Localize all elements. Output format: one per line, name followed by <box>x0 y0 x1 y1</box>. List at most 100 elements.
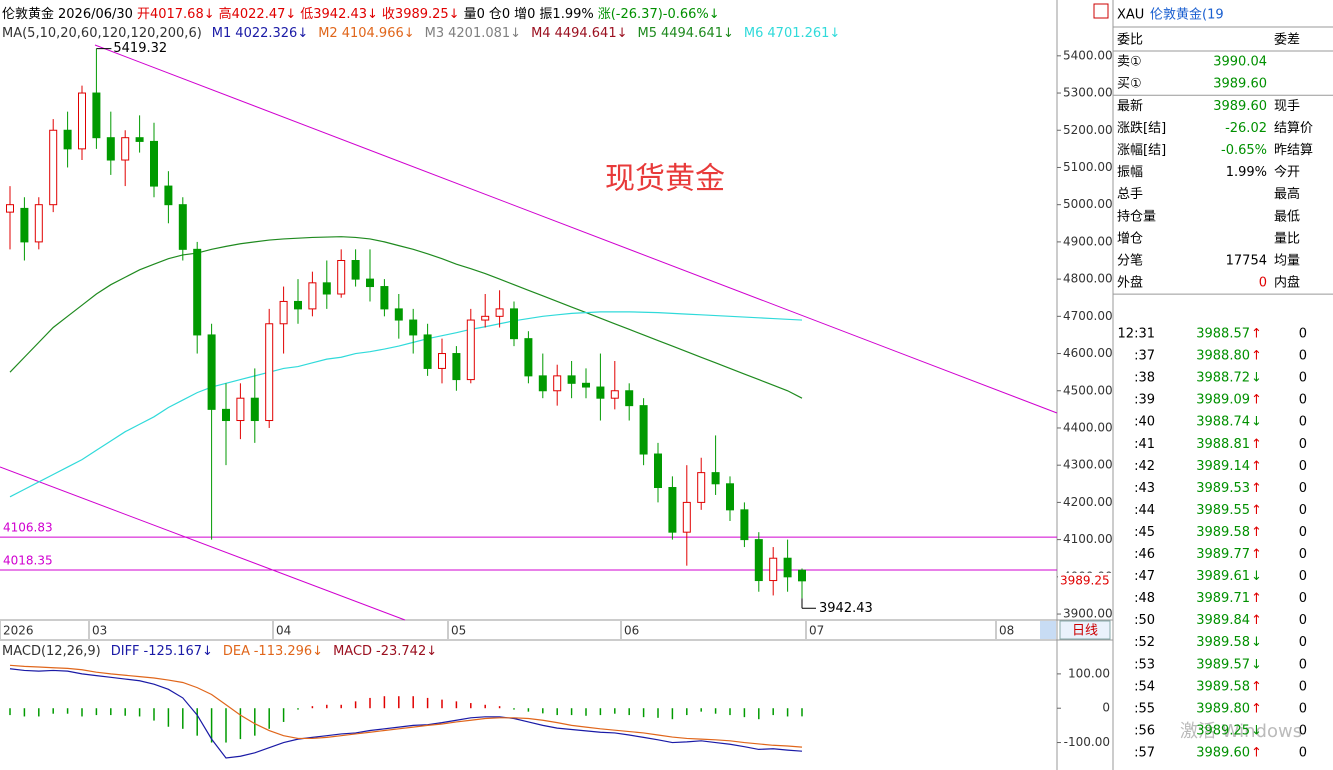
y-tick-label: 0 <box>1102 701 1110 715</box>
period-tab[interactable] <box>1059 620 1111 640</box>
row-right-label: 均量 <box>1274 254 1300 269</box>
candle-body <box>337 260 346 295</box>
candle-body <box>625 390 634 407</box>
tick-price: 3988.57 <box>1196 327 1250 342</box>
row-right-label: 现手 <box>1274 99 1300 114</box>
legend-value: -23.742↓ <box>376 644 437 659</box>
tick-volume: 0 <box>1299 525 1307 540</box>
tick-price: 3989.09 <box>1196 393 1250 408</box>
tick-arrow: ↑ <box>1251 437 1262 452</box>
window-button[interactable] <box>1093 3 1109 19</box>
info-item: 2026/06/30 <box>58 7 133 22</box>
x-tick-label: 07 <box>809 624 824 638</box>
legend-name: M1 <box>212 26 232 41</box>
tick-arrow: ↓ <box>1251 635 1262 650</box>
row-label: 卖① <box>1117 55 1142 70</box>
candle-body <box>538 375 547 392</box>
x-tick-label: 04 <box>276 624 291 638</box>
candle-body <box>106 137 115 161</box>
tick-price: 3989.61 <box>1196 569 1250 584</box>
tick-price: 3989.14 <box>1196 459 1250 474</box>
candle-body <box>711 472 720 485</box>
candle-body <box>121 137 130 161</box>
candle-body <box>351 260 360 280</box>
trend-line <box>94 44 1058 414</box>
info-item: 涨(-26.37)-0.66%↓ <box>598 7 720 22</box>
tick-time: :53 <box>1134 657 1155 672</box>
candle-body <box>49 129 58 206</box>
info-item: 量0 <box>464 7 485 22</box>
tick-price: 3989.58 <box>1196 635 1250 650</box>
candle-body <box>668 487 677 533</box>
tick-price: 3989.71 <box>1196 591 1250 606</box>
candle-body <box>466 319 475 381</box>
candle-body <box>236 397 245 422</box>
high-label: 5419.32 <box>113 41 167 56</box>
candle-body <box>783 557 792 578</box>
row-value: 3990.04 <box>1213 55 1267 70</box>
tick-price: 3989.53 <box>1196 481 1250 496</box>
candle-body <box>409 319 418 336</box>
row-label: 委比 <box>1117 33 1143 48</box>
tick-arrow: ↓ <box>1251 723 1262 738</box>
macd-legend: MACD(12,26,9) DIFF -125.167↓ DEA -113.296↓ MA… <box>2 644 437 659</box>
tick-price: 3988.74 <box>1196 415 1250 430</box>
tick-price: 3989.60 <box>1196 745 1250 760</box>
tick-volume: 0 <box>1299 481 1307 496</box>
tick-arrow: ↑ <box>1251 745 1262 760</box>
row-value: 0 <box>1259 276 1267 291</box>
candle-body <box>754 539 763 582</box>
tick-arrow: ↑ <box>1251 349 1262 364</box>
legend-name: M5 <box>637 26 657 41</box>
y-tick-label: 5300.00 <box>1063 86 1113 100</box>
low-label: 3942.43 <box>819 601 873 616</box>
scroll-thumb[interactable] <box>1040 621 1056 639</box>
tick-volume: 0 <box>1299 701 1307 716</box>
row-value: 3989.60 <box>1213 77 1267 92</box>
tick-price: 3989.84 <box>1196 613 1250 628</box>
tick-volume: 0 <box>1299 679 1307 694</box>
legend: MA(5,10,20,60,120,120,200,6) M1 4022.326↓ M… <box>2 26 840 41</box>
candle-body <box>294 300 302 310</box>
candle-body <box>452 353 461 381</box>
candle-body <box>6 204 14 213</box>
y-tick-label: 4900.00 <box>1063 234 1113 248</box>
tick-volume: 0 <box>1299 657 1307 672</box>
y-tick-label: 100.00 <box>1068 666 1110 680</box>
row-right-label: 结算价 <box>1274 121 1313 136</box>
tick-volume: 0 <box>1299 415 1307 430</box>
period-label[interactable]: 日线 <box>1072 624 1098 639</box>
y-tick-label: -100.00 <box>1064 735 1110 749</box>
legend-value: 4494.641↓ <box>661 26 734 41</box>
row-value: -26.02 <box>1225 121 1267 136</box>
row-value: 1.99% <box>1226 165 1267 180</box>
tick-volume: 0 <box>1299 371 1307 386</box>
candle-body <box>769 557 778 582</box>
candle-body <box>78 92 86 150</box>
candle-body <box>524 338 533 377</box>
candle-body <box>20 207 29 243</box>
legend-title: MA(5,10,20,60,120,120,200,6) <box>2 26 202 41</box>
candle-body <box>135 137 144 142</box>
last-price-label: 3989.25 <box>1060 573 1110 587</box>
tick-volume: 0 <box>1299 349 1307 364</box>
tick-volume: 0 <box>1299 393 1307 408</box>
legend-value: 4494.641↓ <box>555 26 628 41</box>
candle-body <box>308 282 317 310</box>
tick-arrow: ↑ <box>1251 525 1262 540</box>
info-item: 增0 <box>514 7 535 22</box>
y-tick-label: 4600.00 <box>1063 346 1113 360</box>
tick-arrow: ↑ <box>1251 591 1262 606</box>
candle-body <box>567 375 576 384</box>
candle-body <box>34 204 43 243</box>
tick-arrow: ↑ <box>1251 679 1262 694</box>
tick-arrow: ↑ <box>1251 459 1262 474</box>
tick-arrow: ↓ <box>1251 657 1262 672</box>
row-label: 最新 <box>1117 98 1143 114</box>
candle-body <box>596 386 605 399</box>
row-label: 总手 <box>1117 187 1143 202</box>
tick-price: 3989.58 <box>1196 679 1250 694</box>
tick-arrow: ↑ <box>1251 547 1262 562</box>
